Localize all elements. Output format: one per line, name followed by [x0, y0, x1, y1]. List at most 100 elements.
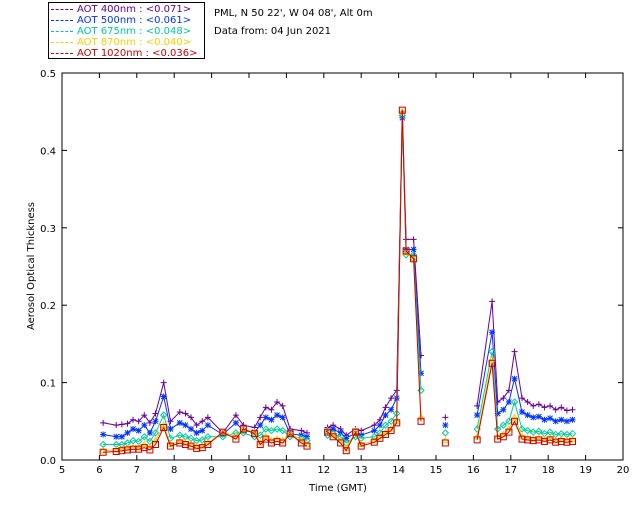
- x-tick-label: 17: [504, 465, 517, 476]
- data-point: [569, 406, 576, 413]
- data-point: [146, 429, 153, 436]
- data-point: [204, 441, 212, 449]
- data-point: [100, 431, 107, 438]
- data-point: [387, 417, 395, 426]
- data-point: [160, 423, 168, 431]
- data-point: [511, 348, 518, 355]
- data-point: [382, 412, 389, 419]
- data-point: [303, 436, 311, 445]
- data-point: [151, 429, 160, 437]
- data-point: [488, 355, 496, 362]
- data-point: [510, 398, 519, 406]
- data-point: [232, 419, 239, 426]
- data-point: [279, 414, 286, 421]
- data-point: [140, 433, 148, 441]
- y-tick-label: 0.3: [40, 224, 56, 235]
- y-tick-label: 0.2: [40, 301, 56, 312]
- data-point: [530, 414, 537, 421]
- x-tick-label: 5: [59, 465, 65, 476]
- plot-frame: [61, 72, 624, 461]
- data-point: [343, 435, 350, 442]
- data-point: [160, 379, 167, 386]
- data-point: [176, 409, 183, 416]
- x-tick-label: 9: [208, 465, 214, 476]
- x-tick-label: 20: [617, 465, 630, 476]
- series-line: [103, 111, 573, 452]
- data-point: [262, 404, 269, 411]
- data-point: [505, 398, 512, 405]
- y-tick-label: 0.4: [40, 146, 56, 157]
- data-point: [193, 422, 200, 429]
- data-point: [552, 406, 559, 413]
- data-point: [488, 359, 496, 367]
- data-point: [268, 406, 275, 413]
- data-point: [278, 426, 287, 435]
- data-point: [388, 406, 395, 413]
- data-point: [568, 435, 577, 443]
- x-tick-label: 16: [467, 465, 480, 476]
- data-point: [552, 418, 559, 425]
- data-point: [232, 435, 240, 443]
- data-point: [376, 416, 383, 423]
- data-point: [152, 441, 159, 449]
- data-point: [382, 404, 389, 411]
- data-point: [441, 439, 449, 447]
- x-tick-label: 13: [355, 465, 368, 476]
- data-point: [279, 439, 287, 447]
- data-point: [558, 404, 565, 411]
- data-point: [256, 441, 264, 449]
- data-point: [494, 410, 501, 417]
- data-point: [473, 436, 481, 444]
- data-point: [262, 414, 269, 421]
- data-point: [113, 422, 120, 429]
- data-point: [303, 433, 310, 440]
- x-tick-label: 6: [96, 465, 102, 476]
- data-point: [409, 251, 418, 259]
- data-point: [376, 429, 384, 437]
- data-point: [519, 395, 526, 402]
- x-tick-label: 10: [243, 465, 256, 476]
- y-tick-label: 0.0: [40, 456, 56, 467]
- data-point: [329, 433, 337, 441]
- data-point: [510, 413, 519, 420]
- data-point: [410, 236, 417, 243]
- data-point: [500, 395, 507, 402]
- data-point: [376, 434, 384, 442]
- legend-label-1020nm: AOT 1020nm : <0.036>: [77, 48, 198, 59]
- data-point: [124, 429, 131, 436]
- data-point: [152, 418, 159, 425]
- data-point: [176, 419, 183, 426]
- legend-label-400nm: AOT 400nm : <0.071>: [77, 4, 192, 15]
- data-point: [303, 442, 311, 450]
- x-tick-label: 12: [317, 465, 330, 476]
- data-point: [357, 442, 365, 450]
- data-point: [505, 387, 512, 394]
- data-point: [337, 429, 344, 436]
- data-point: [257, 422, 264, 429]
- data-point: [188, 426, 195, 433]
- data-point: [160, 393, 167, 400]
- legend-swatch-675nm: [51, 30, 73, 32]
- data-point: [499, 433, 507, 441]
- data-point: [167, 426, 174, 433]
- data-point: [382, 430, 390, 438]
- data-point: [535, 401, 542, 408]
- site-info: PML, N 50 22', W 04 08', Alt 0m: [214, 8, 373, 19]
- legend-item-870nm: AOT 870nm : <0.040>: [51, 37, 191, 48]
- x-tick-label: 15: [430, 465, 443, 476]
- data-point: [370, 433, 378, 441]
- data-point: [130, 416, 137, 423]
- data-point: [239, 425, 247, 433]
- data-point: [371, 427, 378, 434]
- data-point: [182, 422, 189, 429]
- x-tick-label: 8: [171, 465, 177, 476]
- date-info: Data from: 04 Jun 2021: [214, 26, 332, 37]
- series-aot-870nm: [99, 107, 577, 454]
- data-point: [558, 416, 565, 423]
- x-tick-label: 14: [392, 465, 405, 476]
- data-point: [505, 428, 513, 436]
- legend-label-870nm: AOT 870nm : <0.040>: [77, 37, 192, 48]
- data-point: [219, 433, 227, 441]
- series-line: [103, 117, 573, 439]
